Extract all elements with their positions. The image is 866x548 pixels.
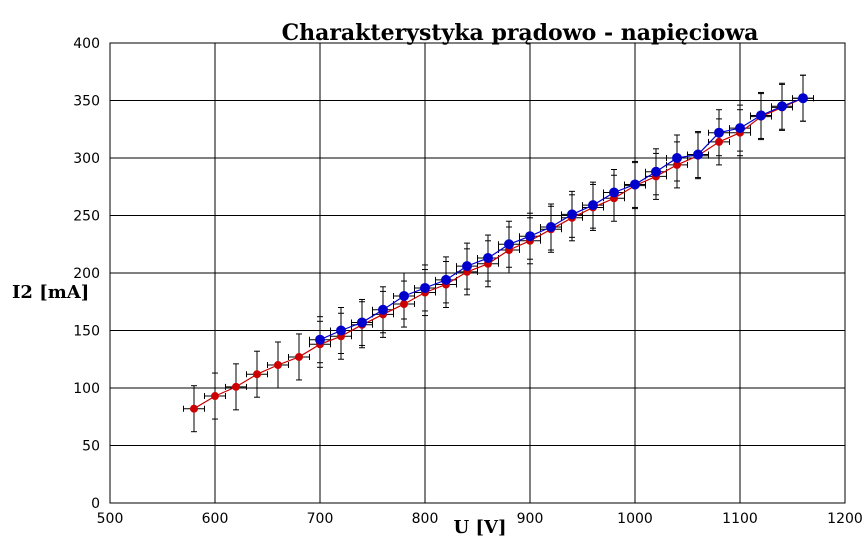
y-axis-label: I2 [mA] — [12, 282, 89, 303]
y-tick-label: 400 — [73, 36, 100, 52]
y-tick-label: 150 — [73, 324, 100, 340]
x-tick-label: 800 — [412, 511, 439, 527]
series-0-point — [232, 382, 240, 391]
y-tick-label: 200 — [73, 266, 100, 282]
series-0-point — [274, 361, 282, 369]
series-1-point — [399, 291, 409, 301]
series-1-point — [609, 187, 619, 198]
x-axis-label: U [V] — [454, 517, 507, 538]
series-1-point — [651, 166, 661, 177]
series-1-point — [504, 239, 514, 250]
series-1-point — [567, 209, 577, 220]
series-1-point — [441, 274, 451, 285]
chart-title: Charakterystyka prądowo - napięciowa — [282, 20, 759, 46]
series-1-point — [462, 261, 472, 272]
series-0-point — [190, 404, 198, 413]
y-tick-label: 50 — [82, 439, 100, 455]
series-points — [190, 93, 808, 413]
series-0-point — [253, 370, 261, 379]
series-1-point — [714, 127, 724, 138]
series-1-point — [525, 231, 535, 242]
y-tick-label: 0 — [91, 496, 100, 512]
x-tick-label: 600 — [202, 511, 229, 527]
y-tick-label: 350 — [73, 94, 100, 110]
series-1-point — [378, 304, 388, 315]
series-1-point — [588, 200, 598, 211]
series-1-point — [693, 149, 703, 160]
series-1-point — [420, 282, 430, 293]
series-1-point — [483, 253, 493, 264]
series-1-point — [315, 334, 325, 345]
series-0-point — [715, 137, 723, 146]
series-1-point — [756, 110, 766, 121]
series-1-point — [798, 93, 808, 104]
x-tick-label: 700 — [307, 511, 334, 527]
x-tick-label: 1000 — [617, 511, 653, 527]
x-tick-label: 1100 — [722, 511, 758, 527]
series-0-line — [193, 97, 804, 410]
series-1-point — [735, 123, 745, 134]
y-tick-label: 300 — [73, 151, 100, 167]
series-0-point — [211, 392, 219, 401]
series-1-point — [336, 325, 346, 336]
x-tick-label: 900 — [517, 511, 544, 527]
series-0-point — [400, 300, 408, 309]
series-1-point — [777, 101, 787, 112]
series-1-point — [357, 317, 367, 328]
series-0-point — [295, 352, 303, 361]
series-lines — [193, 97, 804, 410]
x-tick-label: 500 — [97, 511, 124, 527]
y-tick-label: 250 — [73, 209, 100, 225]
series-1-point — [546, 222, 556, 232]
series-1-point — [630, 179, 640, 190]
x-tick-label: 1200 — [827, 511, 863, 527]
y-tick-label: 100 — [73, 381, 100, 397]
series-1-point — [672, 153, 682, 163]
tick-labels: 500 600 700 800 900 1000 1100 1200 0 50 100 150 200 2… — [73, 36, 863, 527]
